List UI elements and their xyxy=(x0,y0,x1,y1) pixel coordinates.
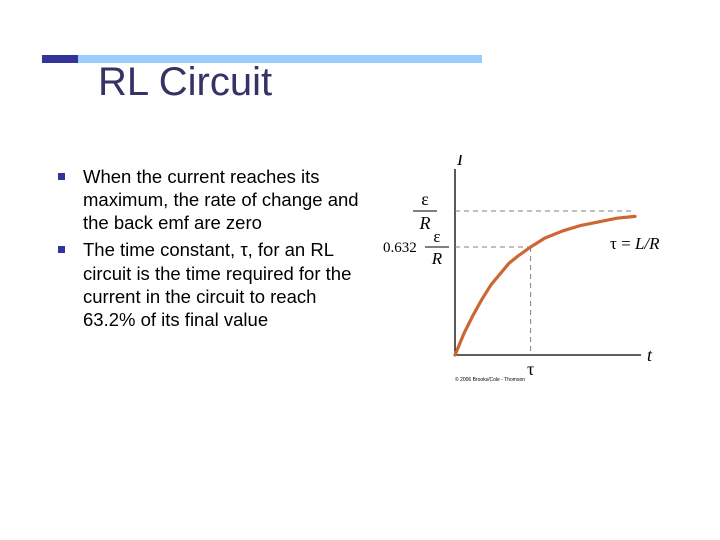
svg-text:τ = L/R: τ = L/R xyxy=(610,234,660,253)
chart-svg: ItεR0.632εRττ = L/R xyxy=(380,155,690,395)
bullet-square-icon xyxy=(58,246,65,253)
bullet-text: The time constant, τ, for an RL circuit … xyxy=(83,238,368,331)
list-item: When the current reaches its maximum, th… xyxy=(58,165,368,234)
rl-charging-curve-chart: ItεR0.632εRττ = L/R © 2006 Brooks/Cole -… xyxy=(380,155,690,405)
list-item: The time constant, τ, for an RL circuit … xyxy=(58,238,368,331)
bullet-list: When the current reaches its maximum, th… xyxy=(58,165,368,335)
bullet-text: When the current reaches its maximum, th… xyxy=(83,165,368,234)
svg-text:I: I xyxy=(456,155,464,169)
bullet-square-icon xyxy=(58,173,65,180)
svg-text:R: R xyxy=(419,213,431,233)
svg-text:τ: τ xyxy=(527,359,534,379)
svg-text:0.632: 0.632 xyxy=(383,240,417,256)
svg-text:t: t xyxy=(647,345,653,365)
title-bar-dark-segment xyxy=(42,55,78,63)
copyright-text: © 2006 Brooks/Cole - Thomson xyxy=(455,377,525,383)
svg-text:ε: ε xyxy=(433,227,440,246)
svg-text:R: R xyxy=(431,249,443,268)
slide-title: RL Circuit xyxy=(98,60,272,105)
svg-text:ε: ε xyxy=(421,189,429,209)
